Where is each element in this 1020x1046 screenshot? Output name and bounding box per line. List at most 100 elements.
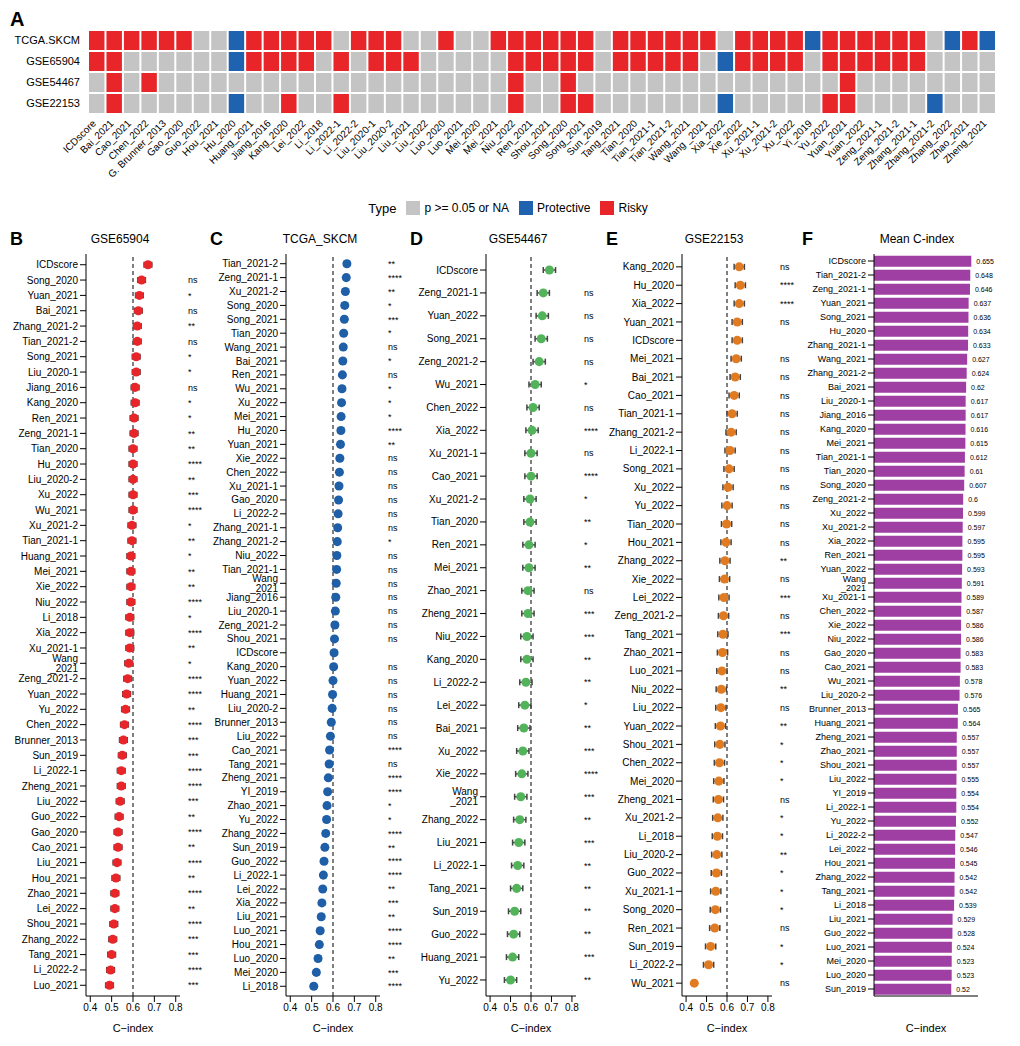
svg-text:0.565: 0.565 (963, 706, 981, 713)
svg-text:C−index: C−index (707, 1022, 748, 1034)
svg-text:Li_2022-1: Li_2022-1 (34, 765, 79, 776)
svg-text:Tang_2021: Tang_2021 (429, 883, 479, 894)
svg-text:Xu_2021-1: Xu_2021-1 (625, 886, 674, 897)
svg-text:Li_2022-2: Li_2022-2 (234, 508, 279, 519)
svg-text:Zeng_2021-2: Zeng_2021-2 (812, 494, 866, 504)
svg-text:****: **** (388, 940, 403, 950)
svg-text:Shou_2021: Shou_2021 (227, 633, 279, 644)
svg-text:ns: ns (388, 592, 398, 602)
svg-text:****: **** (188, 827, 203, 837)
svg-text:ICDscore: ICDscore (828, 256, 866, 266)
svg-text:ns: ns (388, 509, 398, 519)
svg-text:0.648: 0.648 (975, 272, 993, 279)
svg-text:0.552: 0.552 (961, 818, 979, 825)
svg-text:0.624: 0.624 (972, 370, 990, 377)
svg-text:Mei_2021: Mei_2021 (234, 411, 278, 422)
svg-text:ICDscore: ICDscore (436, 265, 478, 276)
svg-text:Yuan_2021: Yuan_2021 (227, 439, 278, 450)
svg-text:Xie_2022: Xie_2022 (36, 581, 79, 592)
svg-text:0.6: 0.6 (326, 1002, 340, 1013)
svg-text:Tian_2021-1: Tian_2021-1 (816, 452, 866, 462)
svg-text:Liu_2021: Liu_2021 (437, 837, 479, 848)
svg-text:Xu_2022: Xu_2022 (634, 482, 674, 493)
svg-text:Cao_2021: Cao_2021 (32, 842, 79, 853)
svg-text:*: * (780, 813, 784, 823)
svg-text:**: ** (388, 440, 396, 450)
svg-text:ns: ns (584, 448, 594, 458)
svg-text:Liu_2022: Liu_2022 (829, 774, 866, 784)
svg-text:ns: ns (388, 370, 398, 380)
svg-text:C−index: C−index (313, 1022, 354, 1034)
svg-text:Zeng_2021-2: Zeng_2021-2 (419, 356, 479, 367)
svg-text:*: * (188, 398, 192, 408)
svg-text:Li_2022-1: Li_2022-1 (434, 860, 479, 871)
svg-text:ns: ns (388, 495, 398, 505)
svg-text:*: * (584, 540, 588, 550)
svg-text:0.524: 0.524 (957, 944, 975, 951)
svg-text:ns: ns (780, 648, 790, 658)
svg-text:Tian_2021-2: Tian_2021-2 (222, 258, 278, 269)
svg-text:Song_2020: Song_2020 (227, 300, 279, 311)
svg-text:ns: ns (584, 334, 594, 344)
svg-text:***: *** (188, 950, 199, 960)
svg-text:Zeng_2021-2: Zeng_2021-2 (19, 673, 79, 684)
svg-text:0.62: 0.62 (971, 384, 985, 391)
svg-text:ns: ns (780, 501, 790, 511)
svg-text:*: * (388, 412, 392, 422)
svg-text:Sun_2019: Sun_2019 (432, 906, 478, 917)
svg-text:*: * (188, 613, 192, 623)
svg-text:0.7: 0.7 (347, 1002, 361, 1013)
svg-text:0.578: 0.578 (965, 678, 983, 685)
svg-text:**: ** (584, 677, 592, 687)
svg-text:Zhang_2021-2: Zhang_2021-2 (13, 321, 78, 332)
svg-text:Ren_2021: Ren_2021 (432, 539, 479, 550)
svg-text:Luo_2021: Luo_2021 (234, 925, 279, 936)
svg-text:ns: ns (780, 538, 790, 548)
svg-text:**: ** (780, 556, 788, 566)
svg-text:Tian_2020: Tian_2020 (824, 466, 866, 476)
svg-text:0.5: 0.5 (105, 1002, 119, 1013)
svg-text:Bai_2021: Bai_2021 (436, 723, 479, 734)
svg-text:Yu_2022: Yu_2022 (239, 814, 279, 825)
svg-text:Zheng_2021: Zheng_2021 (815, 732, 866, 742)
svg-text:ns: ns (388, 704, 398, 714)
svg-text:ns: ns (188, 337, 198, 347)
svg-text:**: ** (780, 850, 788, 860)
svg-text:***: *** (584, 838, 595, 848)
svg-text:Yuan_2022: Yuan_2022 (623, 721, 674, 732)
svg-text:***: *** (780, 593, 791, 603)
svg-text:**: ** (188, 567, 196, 577)
svg-text:**: ** (780, 721, 788, 731)
svg-text:Mei_2020: Mei_2020 (234, 967, 278, 978)
svg-text:Zhang_2022: Zhang_2022 (22, 934, 79, 945)
svg-text:Xie_2022: Xie_2022 (632, 574, 675, 585)
svg-text:0.576: 0.576 (965, 692, 983, 699)
svg-text:***: *** (584, 609, 595, 619)
svg-text:Zhao_2021: Zhao_2021 (820, 746, 866, 756)
svg-text:****: **** (188, 766, 203, 776)
svg-text:0.4: 0.4 (283, 1002, 297, 1013)
svg-text:C−index: C−index (113, 1022, 154, 1034)
svg-text:Niu_2022: Niu_2022 (35, 597, 78, 608)
svg-text:ns: ns (780, 978, 790, 988)
svg-text:Lei_2022: Lei_2022 (237, 884, 279, 895)
svg-text:****: **** (388, 787, 403, 797)
svg-text:ns: ns (584, 357, 594, 367)
svg-text:**: ** (584, 929, 592, 939)
svg-text:ns: ns (388, 342, 398, 352)
svg-text:**: ** (188, 705, 196, 715)
svg-text:****: **** (188, 597, 203, 607)
svg-text:**: ** (188, 873, 196, 883)
svg-text:0.617: 0.617 (971, 398, 989, 405)
svg-text:ns: ns (388, 565, 398, 575)
svg-text:Tian_2021-1: Tian_2021-1 (618, 408, 674, 419)
svg-text:Ren_2021: Ren_2021 (232, 369, 279, 380)
svg-text:***: *** (188, 934, 199, 944)
svg-text:0.4: 0.4 (83, 1002, 97, 1013)
svg-text:Zhang_2021-2: Zhang_2021-2 (609, 427, 674, 438)
svg-text:***: *** (584, 792, 595, 802)
svg-text:Niu_2022: Niu_2022 (827, 634, 866, 644)
svg-text:Xie_2022: Xie_2022 (436, 768, 479, 779)
svg-text:0.586: 0.586 (966, 636, 984, 643)
svg-text:*: * (188, 367, 192, 377)
